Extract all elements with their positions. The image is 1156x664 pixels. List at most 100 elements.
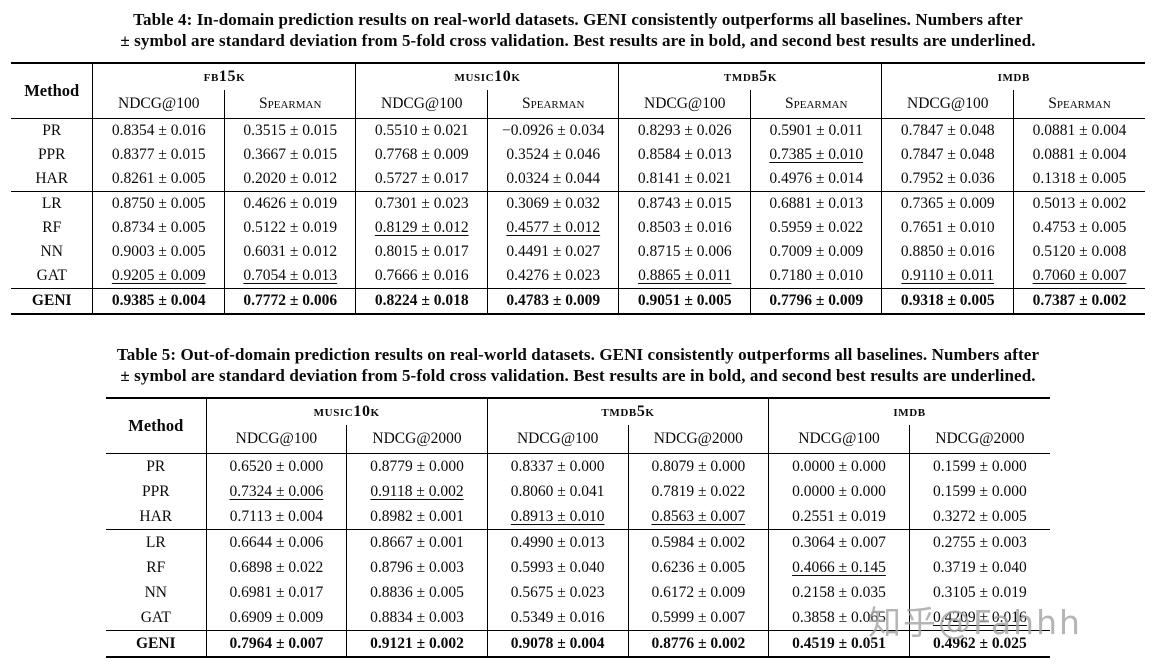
metric-value: 0.0881 ± 0.004 <box>1032 146 1127 163</box>
value-cell: 0.1318 ± 0.005 <box>1012 167 1145 192</box>
metric-value: 0.5122 ± 0.019 <box>243 219 338 236</box>
metric-value: 0.8293 ± 0.026 <box>637 122 732 139</box>
value-cell: 0.3064 ± 0.007 <box>768 529 910 555</box>
value-cell: 0.2020 ± 0.012 <box>223 167 356 192</box>
metric-value: 0.8743 ± 0.015 <box>637 195 732 212</box>
metric-value: 0.9118 ± 0.002 <box>370 482 464 500</box>
metric-column-header: Spearman <box>1012 90 1145 119</box>
value-cell: 0.7054 ± 0.013 <box>223 264 356 289</box>
value-cell: 0.4066 ± 0.145 <box>768 555 910 580</box>
metric-value: 0.6644 ± 0.006 <box>229 533 324 551</box>
metric-value: 0.2551 ± 0.019 <box>792 507 886 525</box>
value-cell: 0.2158 ± 0.035 <box>768 580 910 605</box>
method-cell: RF <box>42 219 62 236</box>
metric-value: 0.4209 ± 0.016 <box>933 608 1027 626</box>
value-cell: 0.6898 ± 0.022 <box>205 555 347 580</box>
value-cell: 0.6172 ± 0.009 <box>627 580 769 605</box>
value-cell: 0.5013 ± 0.002 <box>1012 191 1145 216</box>
metric-column-header: NDCG@100 <box>881 90 1014 119</box>
metric-value: 0.4783 ± 0.009 <box>506 292 601 309</box>
value-cell: 0.7324 ± 0.006 <box>205 479 347 504</box>
metric-value: 0.9318 ± 0.005 <box>900 292 995 309</box>
out-of-domain-results-table: Method music10k tmdb5k imdb NDCG@100 NDCG@200… <box>106 397 1050 658</box>
value-cell: 0.4276 ± 0.023 <box>486 264 619 289</box>
method-cell: PR <box>146 457 166 475</box>
method-cell: HAR <box>139 507 173 525</box>
method-cell: HAR <box>35 170 69 187</box>
table5-caption-line1: Table 5: Out-of-domain prediction result… <box>116 345 1040 364</box>
value-cell: 0.0000 ± 0.000 <box>768 479 910 504</box>
value-cell: 0.8743 ± 0.015 <box>618 191 751 216</box>
value-cell: 0.3667 ± 0.015 <box>223 143 356 167</box>
value-cell: 0.7666 ± 0.016 <box>355 264 488 289</box>
metric-value: 0.7385 ± 0.010 <box>769 146 864 163</box>
metric-value: 0.3667 ± 0.015 <box>243 146 338 163</box>
value-cell: 0.6520 ± 0.000 <box>205 453 347 479</box>
method-cell: LR <box>106 529 207 555</box>
metric-value: 0.7324 ± 0.006 <box>229 482 324 500</box>
value-cell: 0.8865 ± 0.011 <box>618 264 751 289</box>
metric-value: 0.8503 ± 0.016 <box>637 219 732 236</box>
metric-value: 0.4577 ± 0.012 <box>506 219 601 236</box>
metric-value: 0.8796 ± 0.003 <box>370 558 464 576</box>
value-cell: 0.8377 ± 0.015 <box>92 143 225 167</box>
value-cell: 0.7180 ± 0.010 <box>749 264 882 289</box>
metric-value: 0.7009 ± 0.009 <box>769 243 864 260</box>
metric-value: 0.1599 ± 0.000 <box>933 457 1027 475</box>
method-column-header: Method <box>106 397 207 454</box>
value-cell: 0.3069 ± 0.032 <box>486 191 619 216</box>
value-cell: 0.1599 ± 0.000 <box>908 453 1050 479</box>
value-cell: 0.6909 ± 0.009 <box>205 605 347 631</box>
value-cell: 0.8141 ± 0.021 <box>618 167 751 192</box>
dataset-group-header: music10k <box>355 62 619 90</box>
dataset-name: imdb <box>997 68 1030 85</box>
value-cell: 0.0881 ± 0.004 <box>1012 143 1145 167</box>
table-row: RF 0.8734 ± 0.005 0.5122 ± 0.019 0.8129 ± 0… <box>11 216 1145 240</box>
metric-value: 0.2158 ± 0.035 <box>792 583 886 601</box>
value-cell: 0.8776 ± 0.002 <box>627 630 769 658</box>
value-cell: 0.4519 ± 0.051 <box>768 630 910 658</box>
metric-value: 0.7819 ± 0.022 <box>651 482 746 500</box>
metric-value: 0.4990 ± 0.013 <box>510 533 605 551</box>
value-cell: 0.9051 ± 0.005 <box>618 288 751 315</box>
metric-column-header: NDCG@100 <box>205 425 347 454</box>
metric-value: 0.6172 ± 0.009 <box>651 583 746 601</box>
metric-column-header: NDCG@100 <box>92 90 225 119</box>
metric-value: 0.5993 ± 0.040 <box>510 558 605 576</box>
metric-column-header: NDCG@2000 <box>346 425 488 454</box>
metric-value: 0.9078 ± 0.004 <box>510 634 605 652</box>
metric-value: 0.0000 ± 0.000 <box>792 482 886 500</box>
metric-value: 0.7365 ± 0.009 <box>900 195 995 212</box>
metric-value: 0.4962 ± 0.025 <box>933 634 1027 652</box>
method-cell: RF <box>146 558 166 576</box>
value-cell: 0.3105 ± 0.019 <box>908 580 1050 605</box>
value-cell: 0.5901 ± 0.011 <box>749 118 882 143</box>
metric-value: 0.8667 ± 0.001 <box>370 533 464 551</box>
value-cell: 0.8850 ± 0.016 <box>881 240 1014 264</box>
value-cell: 0.5675 ± 0.023 <box>486 580 628 605</box>
table-row: PPR 0.8377 ± 0.015 0.3667 ± 0.015 0.7768 ± … <box>11 143 1145 167</box>
metric-value: 0.5013 ± 0.002 <box>1032 195 1127 212</box>
value-cell: 0.6236 ± 0.005 <box>627 555 769 580</box>
metric-value: 0.5984 ± 0.002 <box>651 533 746 551</box>
method-cell: PPR <box>141 482 170 500</box>
table-row: RF 0.6898 ± 0.022 0.8796 ± 0.003 0.5993 ± 0… <box>106 555 1050 580</box>
metric-column-header: NDCG@2000 <box>908 425 1050 454</box>
value-cell: 0.7365 ± 0.009 <box>881 191 1014 216</box>
value-cell: 0.8060 ± 0.041 <box>486 479 628 504</box>
table-row: NN 0.6981 ± 0.017 0.8836 ± 0.005 0.5675 ± 0… <box>106 580 1050 605</box>
table-row: LR 0.8750 ± 0.005 0.4626 ± 0.019 0.7301 ± 0… <box>10 191 1145 216</box>
value-cell: 0.8293 ± 0.026 <box>618 118 751 143</box>
value-cell: 0.8584 ± 0.013 <box>618 143 751 167</box>
metric-value: 0.6909 ± 0.009 <box>229 608 324 626</box>
value-cell: 0.7385 ± 0.010 <box>749 143 882 167</box>
method-column-header: Method <box>10 62 93 119</box>
dataset-name: fb15k <box>203 68 246 85</box>
metric-value: 0.1599 ± 0.000 <box>933 482 1027 500</box>
metric-value: 0.0000 ± 0.000 <box>792 457 886 475</box>
value-cell: 0.5993 ± 0.040 <box>486 555 628 580</box>
metric-value: 0.8836 ± 0.005 <box>370 583 464 601</box>
metric-value: 0.8850 ± 0.016 <box>900 243 995 260</box>
value-cell: 0.9318 ± 0.005 <box>881 288 1014 315</box>
